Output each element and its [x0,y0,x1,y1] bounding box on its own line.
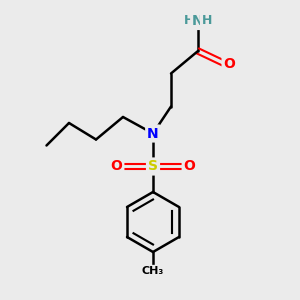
Text: O: O [184,160,196,173]
Text: CH₃: CH₃ [142,266,164,277]
Text: H: H [202,14,212,28]
Text: S: S [148,160,158,173]
Text: O: O [224,58,236,71]
Text: N: N [192,14,204,28]
Text: H: H [184,14,194,28]
Text: O: O [110,160,122,173]
Text: N: N [147,127,159,140]
